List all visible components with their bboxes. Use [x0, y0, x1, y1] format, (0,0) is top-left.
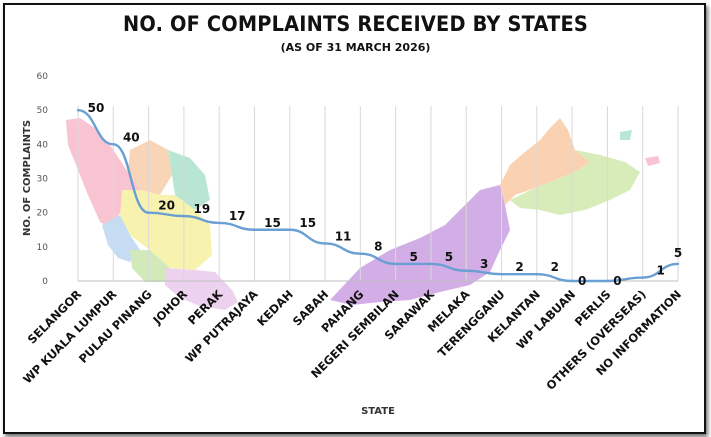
y-tick-label: 0: [42, 277, 48, 287]
y-tick-label: 40: [37, 140, 49, 150]
data-point: [570, 279, 574, 283]
data-label: 0: [578, 274, 586, 288]
map-island-region: [645, 156, 660, 166]
data-point: [112, 143, 115, 146]
data-point: [76, 108, 80, 112]
data-label: 1: [657, 264, 665, 278]
data-label: 17: [229, 209, 246, 223]
data-label: 11: [335, 229, 352, 243]
data-label: 0: [613, 274, 621, 288]
data-point: [394, 262, 397, 266]
grid-lines: [77, 106, 679, 282]
data-point: [182, 214, 186, 218]
data-point: [253, 228, 256, 231]
data-label: 15: [264, 216, 281, 230]
chart-subtitle: (AS OF 31 MARCH 2026): [280, 41, 431, 54]
y-tick-label: 60: [37, 72, 49, 82]
y-tick-label: 30: [37, 175, 49, 185]
y-tick-label: 50: [37, 106, 49, 116]
data-label: 8: [374, 240, 382, 254]
data-label: 2: [515, 260, 523, 274]
data-point: [500, 272, 503, 276]
data-label: 15: [299, 216, 316, 230]
data-point: [217, 221, 221, 225]
data-label: 3: [480, 257, 488, 271]
x-axis-title: STATE: [361, 406, 395, 417]
y-axis-title: NO. OF COMPLAINTS: [22, 120, 33, 236]
map-negeri-region: [130, 250, 170, 282]
data-label: 5: [674, 246, 682, 260]
data-point: [359, 252, 362, 255]
map-sarawak-region: [330, 185, 510, 305]
map-kedah-region: [128, 140, 172, 195]
data-label: 5: [445, 250, 453, 264]
data-point: [676, 262, 680, 266]
data-label: 40: [123, 130, 140, 144]
data-point: [641, 276, 644, 279]
data-point: [147, 211, 150, 214]
data-label: 19: [194, 202, 211, 216]
data-point: [535, 272, 539, 276]
data-label: 5: [409, 250, 417, 264]
chart-title: NO. OF COMPLAINTS RECEIVED BY STATES: [123, 12, 588, 36]
data-point: [323, 242, 327, 245]
x-tick-label: JOHOR: [149, 287, 190, 328]
data-point: [288, 228, 291, 231]
map-sabah-region: [500, 118, 590, 205]
series-line: [76, 108, 680, 283]
data-point: [429, 262, 433, 266]
data-label: 50: [88, 101, 105, 115]
map-kelantan-region: [168, 150, 210, 210]
map-labuan-region: [620, 130, 632, 140]
data-label: 20: [158, 199, 175, 213]
data-point: [465, 269, 468, 272]
y-tick-label: 20: [37, 209, 49, 219]
x-tick-label: KEDAH: [254, 287, 296, 329]
data-label: 2: [551, 260, 559, 274]
y-tick-label: 10: [37, 243, 49, 253]
y-axis: 0 10 20 30 40 50 60: [37, 72, 49, 287]
map-johor-region: [165, 268, 238, 310]
data-point: [606, 279, 609, 283]
